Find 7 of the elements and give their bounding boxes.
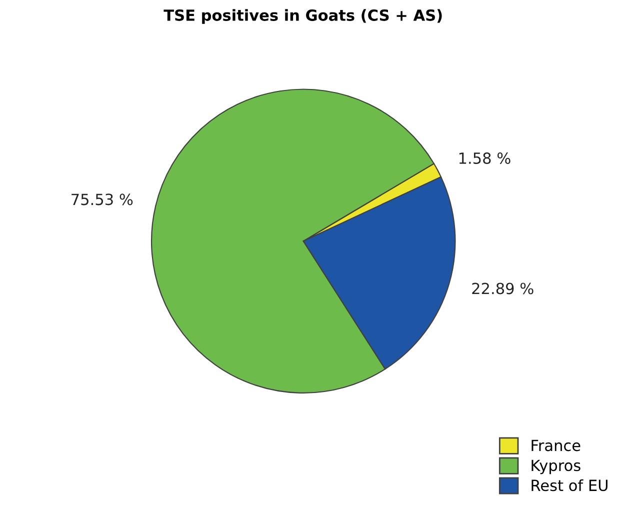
legend-label: France xyxy=(532,440,580,452)
data-label: 75.53 % xyxy=(72,194,133,206)
data-label: 22.89 % xyxy=(472,282,534,294)
legend-label: Kypros xyxy=(532,460,580,474)
chart-title: TSE positives in Goats (CS + AS) xyxy=(164,9,442,24)
legend-label: Rest of EU xyxy=(532,479,608,492)
data-label: 1.58 % xyxy=(459,152,510,164)
